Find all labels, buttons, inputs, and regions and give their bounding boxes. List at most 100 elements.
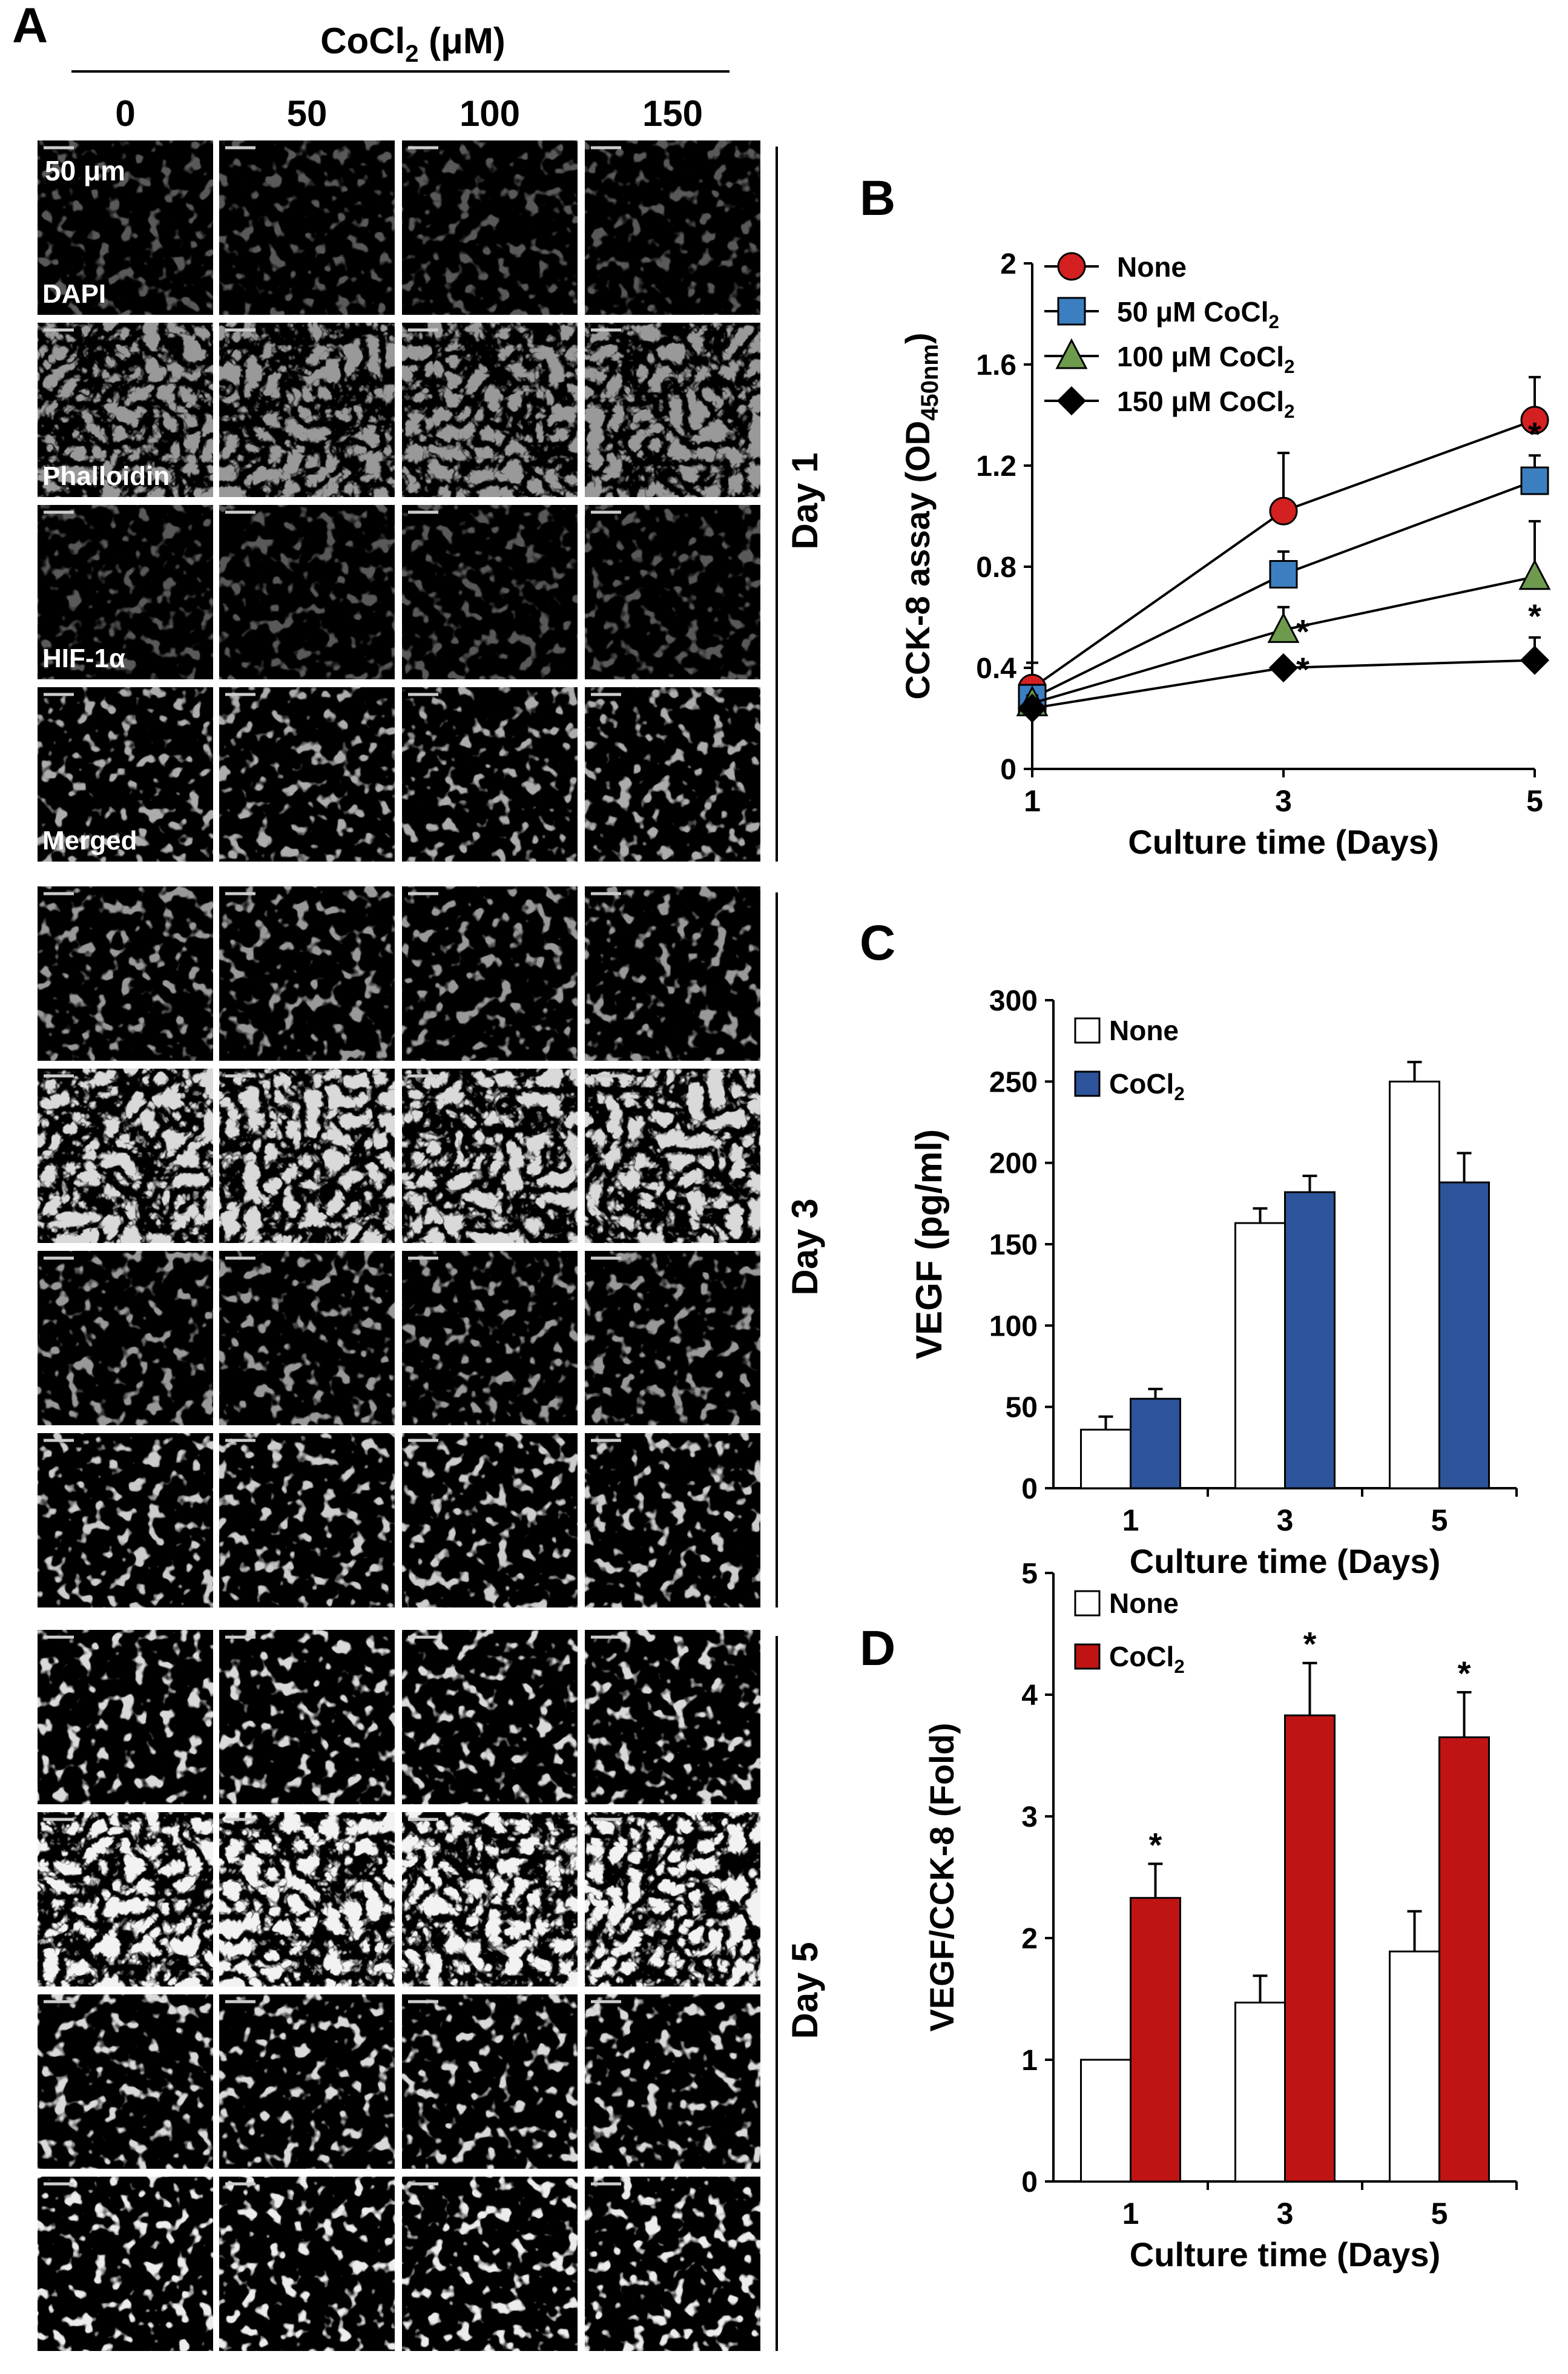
micrograph-tile [219, 505, 395, 679]
bar [1284, 1714, 1336, 2183]
y-tick-label: 50 [1006, 1392, 1038, 1424]
micrograph-signal [585, 1994, 760, 2169]
micrograph-tile [38, 1812, 213, 1987]
legend-label: 50 μM CoCl2 [1117, 296, 1279, 332]
bar [1284, 1191, 1336, 1489]
y-tick-label: 3 [1021, 1801, 1038, 1833]
micrograph-tile [38, 687, 213, 862]
legend-label: None [1109, 1588, 1179, 1619]
bar-group [1234, 1974, 1286, 2183]
micrograph-signal [219, 323, 395, 497]
panel-letter: C [860, 915, 895, 971]
micrograph-signal [585, 505, 760, 679]
micrograph-tile [38, 140, 213, 315]
bar [1080, 1428, 1132, 1489]
micrograph-tile [219, 1630, 395, 1804]
bar-group [1130, 1388, 1181, 1489]
x-tick-label: 3 [1275, 784, 1292, 818]
data-point [1520, 406, 1549, 435]
micrograph-signal-nuclei [38, 2177, 213, 2351]
micrograph-tile [585, 886, 760, 1061]
micrograph-tile [219, 1812, 395, 1987]
legend-label: CoCl2 [1109, 1068, 1185, 1104]
micrograph-signal [38, 1069, 213, 1243]
micrograph-tile [585, 2177, 760, 2351]
micrograph-signal [38, 1251, 213, 1425]
x-tick-label: 1 [1122, 1503, 1139, 1537]
x-tick-label: 3 [1277, 2197, 1294, 2231]
micrograph-tile [402, 1251, 578, 1425]
micrograph-tile [38, 2177, 213, 2351]
micrograph-tile [585, 1812, 760, 1987]
micrograph-signal [585, 1069, 760, 1243]
micrograph-signal [38, 140, 213, 315]
x-axis-label: Culture time (Days) [1130, 2235, 1440, 2273]
micrograph-tile [402, 1069, 578, 1243]
x-tick-label: 3 [1277, 1503, 1294, 1537]
bar [1389, 1080, 1440, 1489]
data-point [1520, 466, 1549, 495]
micrograph-signal [402, 323, 578, 497]
micrograph-grid: 50 μm DAPI Phalloidin HIF-1α Merged [38, 140, 760, 2351]
micrograph-signal [585, 1812, 760, 1987]
micrograph-signal [38, 1630, 213, 1804]
bar [1438, 1736, 1490, 2183]
micrograph-tile [219, 886, 395, 1061]
micrograph-signal [219, 1069, 395, 1243]
legend-item: None [1074, 1588, 1179, 1619]
y-tick-label: 300 [989, 985, 1038, 1017]
micrograph-tile [402, 323, 578, 497]
micrograph-signal [219, 886, 395, 1061]
bar-group: * [1438, 1654, 1490, 2183]
micrograph-signal [219, 1994, 395, 2169]
y-tick-label: 2 [1000, 248, 1016, 280]
data-point [1055, 338, 1088, 369]
x-tick-label: 5 [1431, 2197, 1448, 2231]
micrograph-signal [402, 1630, 578, 1804]
micrograph-tile [219, 1251, 395, 1425]
significance-mark: * [1528, 597, 1541, 635]
y-tick-label: 2 [1021, 1923, 1038, 1955]
micrograph-tile [585, 1433, 760, 1607]
y-tick-label: 1.2 [976, 450, 1016, 483]
micrograph-signal [219, 1812, 395, 1987]
panel-d-chart: D 0 1 2 3 4 5 1 * 3 * 5 * Culture time (Days) VEGF/CCK… [860, 1558, 1518, 2273]
micrograph-signal [585, 886, 760, 1061]
micrograph-signal [402, 140, 578, 315]
micrograph-signal-nuclei [219, 1433, 395, 1607]
micrograph-tile [402, 505, 578, 679]
day-label: Day 3 [785, 1198, 825, 1295]
micrograph-tile [585, 323, 760, 497]
bar [1438, 1181, 1490, 1489]
bar [1389, 1950, 1440, 2183]
micrograph-signal-nuclei [38, 1433, 213, 1607]
y-tick-label: 0 [1021, 1473, 1038, 1505]
data-point [1057, 252, 1086, 281]
bar-group [1389, 1061, 1440, 1489]
micrograph-signal [402, 1251, 578, 1425]
micrograph-tile [219, 1069, 395, 1243]
micrograph-tile [219, 1994, 395, 2169]
legend-label: None [1109, 1015, 1179, 1046]
micrograph-signal-nuclei [219, 687, 395, 862]
column-header: 50 [287, 93, 328, 134]
micrograph-signal [402, 886, 578, 1061]
micrograph-tile [38, 505, 213, 679]
bar-group [1080, 1415, 1132, 1489]
micrograph-signal [219, 505, 395, 679]
bar [1234, 2002, 1286, 2183]
x-tick-label: 1 [1122, 2197, 1139, 2231]
significance-mark: * [1296, 650, 1309, 688]
bar-group [1234, 1207, 1286, 1489]
day-label: Day 5 [785, 1942, 825, 2039]
legend-swatch [1074, 1643, 1101, 1670]
micrograph-tile [402, 1994, 578, 2169]
panel-a-column-headers: 0 50 100 150 [115, 93, 703, 134]
micrograph-signal [402, 505, 578, 679]
micrograph-tile [219, 1433, 395, 1607]
legend-label: 150 μM CoCl2 [1117, 386, 1294, 422]
channel-label: Merged [42, 826, 137, 856]
legend-swatch [1074, 1017, 1101, 1044]
micrograph-tile [38, 1994, 213, 2169]
micrograph-signal [38, 323, 213, 497]
